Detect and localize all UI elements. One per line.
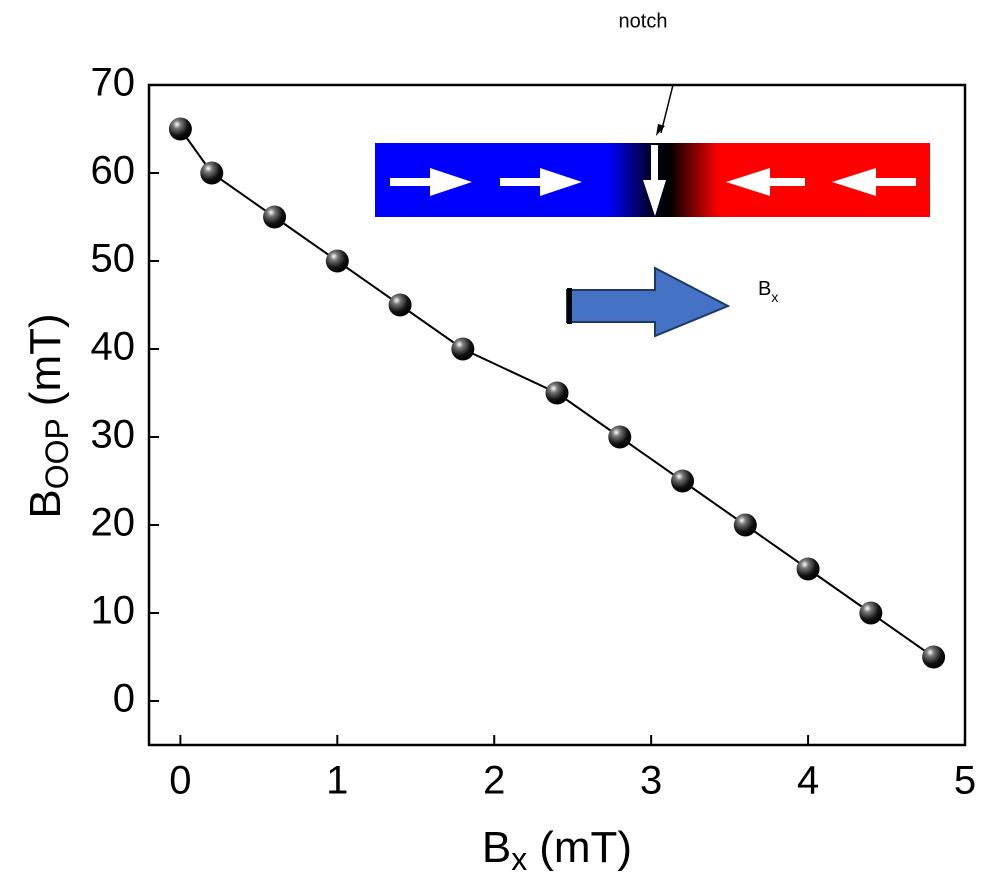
y-tick-label: 20 (91, 501, 136, 545)
x-tick-label: 5 (954, 759, 976, 803)
x-tick-label: 2 (483, 759, 505, 803)
x-tick-label: 3 (640, 759, 662, 803)
data-point (608, 425, 632, 449)
field-arrow (566, 266, 731, 338)
data-point (733, 513, 757, 537)
data-point (388, 293, 412, 317)
field-arrow-tail (567, 288, 572, 324)
data-point (168, 117, 192, 141)
x-tick-label: 1 (326, 759, 348, 803)
data-point (671, 469, 695, 493)
data-point (796, 557, 820, 581)
y-tick-label: 10 (91, 589, 136, 633)
notch-pointer (660, 84, 674, 134)
y-tick-label: 70 (91, 61, 136, 105)
inset: notch Bx (375, 10, 930, 338)
plot-frame (147, 83, 967, 747)
y-tick-label: 30 (91, 413, 136, 457)
data-point (545, 381, 569, 405)
y-axis-label: BOOP(mT) (21, 313, 76, 518)
y-tick-label: 0 (113, 677, 135, 721)
notch-label: notch (619, 10, 668, 32)
field-label: Bx (758, 278, 778, 304)
notch-pointer-head (656, 124, 665, 136)
y-tick-label: 50 (91, 237, 136, 281)
data-point (922, 645, 946, 669)
magnetization-arrows (390, 145, 916, 216)
y-tick-label: 60 (91, 149, 136, 193)
data-point (200, 161, 224, 185)
data-point (325, 249, 349, 273)
data-point (451, 337, 475, 361)
data-point (263, 205, 287, 229)
data-point (859, 601, 883, 625)
x-tick-label: 4 (797, 759, 819, 803)
y-tick-label: 40 (91, 325, 136, 369)
x-tick-label: 0 (169, 759, 191, 803)
x-axis-label: Bx (mT) (482, 823, 632, 878)
